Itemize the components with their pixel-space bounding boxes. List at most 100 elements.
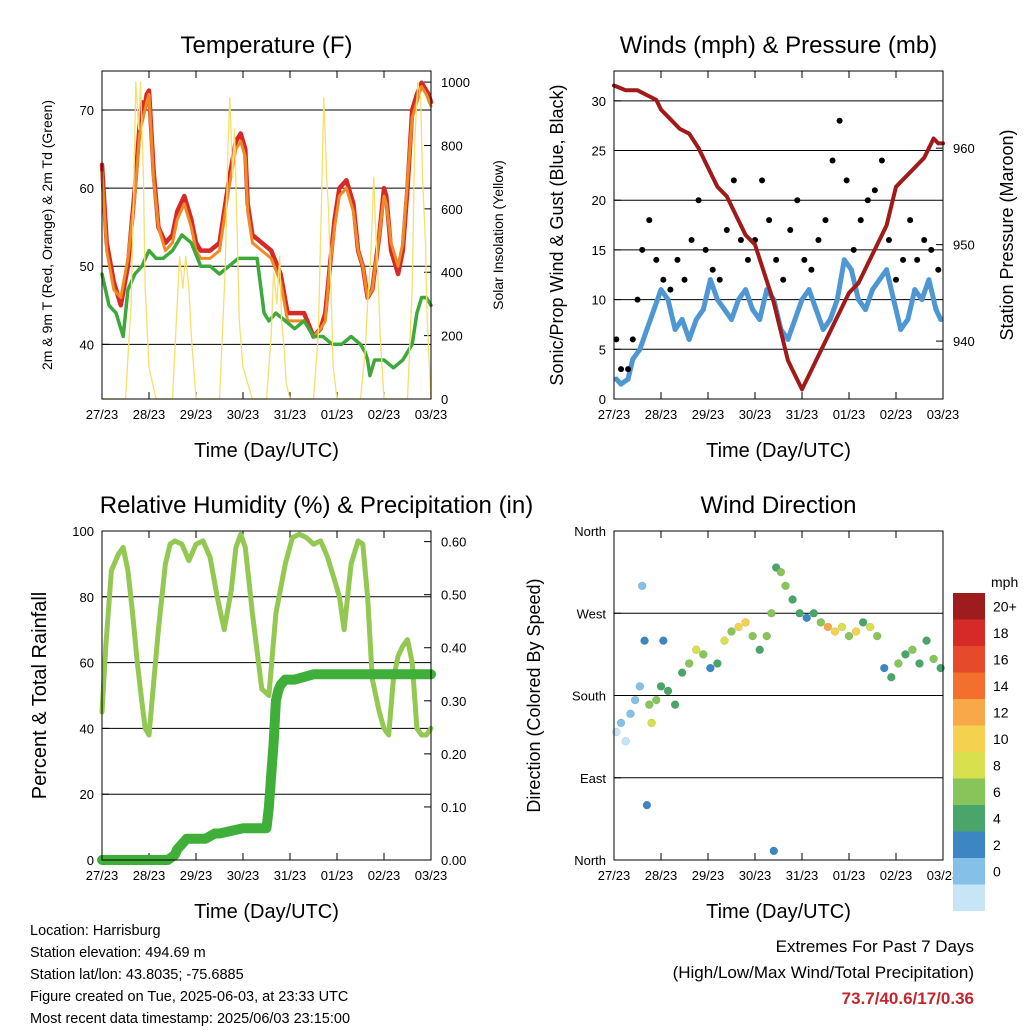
x-tick-label: 29/23 [692, 868, 725, 883]
direction-point [663, 686, 673, 696]
precipitation-line [97, 669, 436, 865]
wind-point [618, 381, 624, 387]
gust-point [928, 246, 935, 253]
plot-frame [101, 70, 432, 400]
direction-point [734, 622, 743, 632]
direction-point [741, 618, 750, 627]
direction-point [816, 618, 826, 627]
x-tick-label: 30/23 [227, 868, 260, 883]
direction-point [887, 672, 896, 682]
gust-point [780, 276, 787, 283]
y-tick-label: 40 [80, 337, 94, 352]
y-tick-label-right: 950 [953, 238, 975, 253]
direction-point [823, 622, 833, 632]
plot-frame [101, 530, 432, 861]
direction-point [621, 736, 630, 746]
y-tick-label-right: 0.60 [441, 535, 466, 550]
wind-point [919, 297, 925, 303]
x-tick-label: 27/23 [86, 407, 119, 422]
y-tick-label-right: 0.40 [441, 641, 466, 656]
direction-point [727, 627, 736, 636]
direction-point [630, 695, 640, 705]
direction-point [659, 636, 668, 645]
colorbar-swatch [953, 619, 985, 646]
x-tick-label: 31/23 [274, 868, 307, 883]
gust-point [759, 177, 766, 184]
wind-point [912, 287, 918, 293]
station-info: Location: Harrisburg Station elevation: … [30, 920, 350, 1030]
y-tick-label: 0 [87, 853, 94, 868]
gust-point [674, 256, 681, 263]
direction-point [809, 609, 818, 618]
extremes-values: 73.7/40.6/17/0.36 [841, 989, 974, 1008]
y-tick-label: 25 [592, 144, 606, 159]
direction-point [776, 567, 786, 577]
colorbar-label: 8 [993, 757, 1001, 773]
station-elevation: Station elevation: 494.69 m [30, 945, 206, 961]
y-tick-label: North [574, 524, 606, 539]
colorbar-swatch [953, 725, 985, 752]
gust-point [660, 276, 667, 283]
direction-point [781, 581, 790, 591]
y-tick-label-right: 960 [953, 141, 975, 156]
x-tick-label: 28/23 [133, 407, 166, 422]
direction-point [713, 659, 722, 668]
direction-point [645, 700, 654, 709]
wind-point [891, 297, 897, 303]
direction-point [706, 663, 715, 673]
x-tick-label: 01/23 [321, 407, 354, 422]
direction-point [647, 718, 656, 728]
extremes-heading: Extremes For Past 7 Days [775, 937, 974, 956]
speed-colorbar: mph 20+ 18 16 14 12 10 8 6 4 2 0 [953, 574, 1018, 911]
direction-point [640, 636, 649, 645]
series-line-9m-t [100, 85, 433, 338]
y-tick-label-right: 0.00 [441, 853, 466, 868]
x-tick-label: 28/23 [645, 407, 678, 422]
wind-point [743, 287, 749, 293]
x-tick-label: 30/23 [739, 407, 772, 422]
colorbar-swatch [953, 858, 985, 885]
x-tick-label: 03/23 [927, 407, 960, 422]
x-axis-label: Time (Day/UTC) [194, 440, 339, 462]
colorbar-title: mph [991, 574, 1018, 590]
wind-point [686, 336, 692, 342]
station-latlon: Station lat/lon: 43.8035; -75.6885 [30, 967, 244, 983]
wind-point [792, 316, 798, 322]
y-tick-label: South [572, 689, 606, 704]
gust-point [618, 366, 625, 373]
y-tick-label: West [577, 606, 607, 621]
gust-point [639, 246, 646, 253]
direction-point [788, 595, 797, 604]
wind-point [721, 307, 727, 313]
y-tick-label-right: 0 [441, 392, 448, 407]
colorbar-swatch [953, 699, 985, 726]
x-tick-label: 27/23 [86, 868, 119, 883]
direction-point [762, 631, 771, 641]
colorbar-label: 12 [993, 704, 1009, 720]
gust-point [829, 157, 836, 164]
y-axis-label-right: Station Pressure (Maroon) [997, 129, 1017, 340]
chart-title: Temperature (F) [180, 32, 352, 59]
y-tick-label-right: 200 [441, 329, 463, 344]
gust-point [709, 266, 716, 273]
colorbar-swatch [953, 805, 985, 832]
direction-point [626, 709, 635, 719]
chart-panel-2: Winds (mph) & Pressure (mb) 27/23 28/23 29/… [547, 32, 1017, 462]
wind-point [898, 326, 904, 332]
direction-point [670, 700, 680, 709]
direction-point [652, 695, 661, 705]
colorbar-swatch [953, 778, 985, 805]
y-tick-label: 0 [599, 392, 606, 407]
wind-point [729, 316, 734, 322]
direction-point [642, 800, 652, 810]
gust-point [885, 236, 892, 243]
y-tick-label: 15 [592, 243, 606, 258]
direction-point [616, 718, 626, 728]
chart-panel-3: Relative Humidity (%) & Precipitation (i… [29, 492, 533, 923]
station-pressure-line [612, 83, 945, 392]
colorbar-label: 4 [993, 810, 1001, 826]
y-tick-label-right: 400 [441, 265, 463, 280]
gust-point [702, 246, 709, 253]
gust-point [815, 236, 822, 243]
gust-point [907, 217, 914, 224]
